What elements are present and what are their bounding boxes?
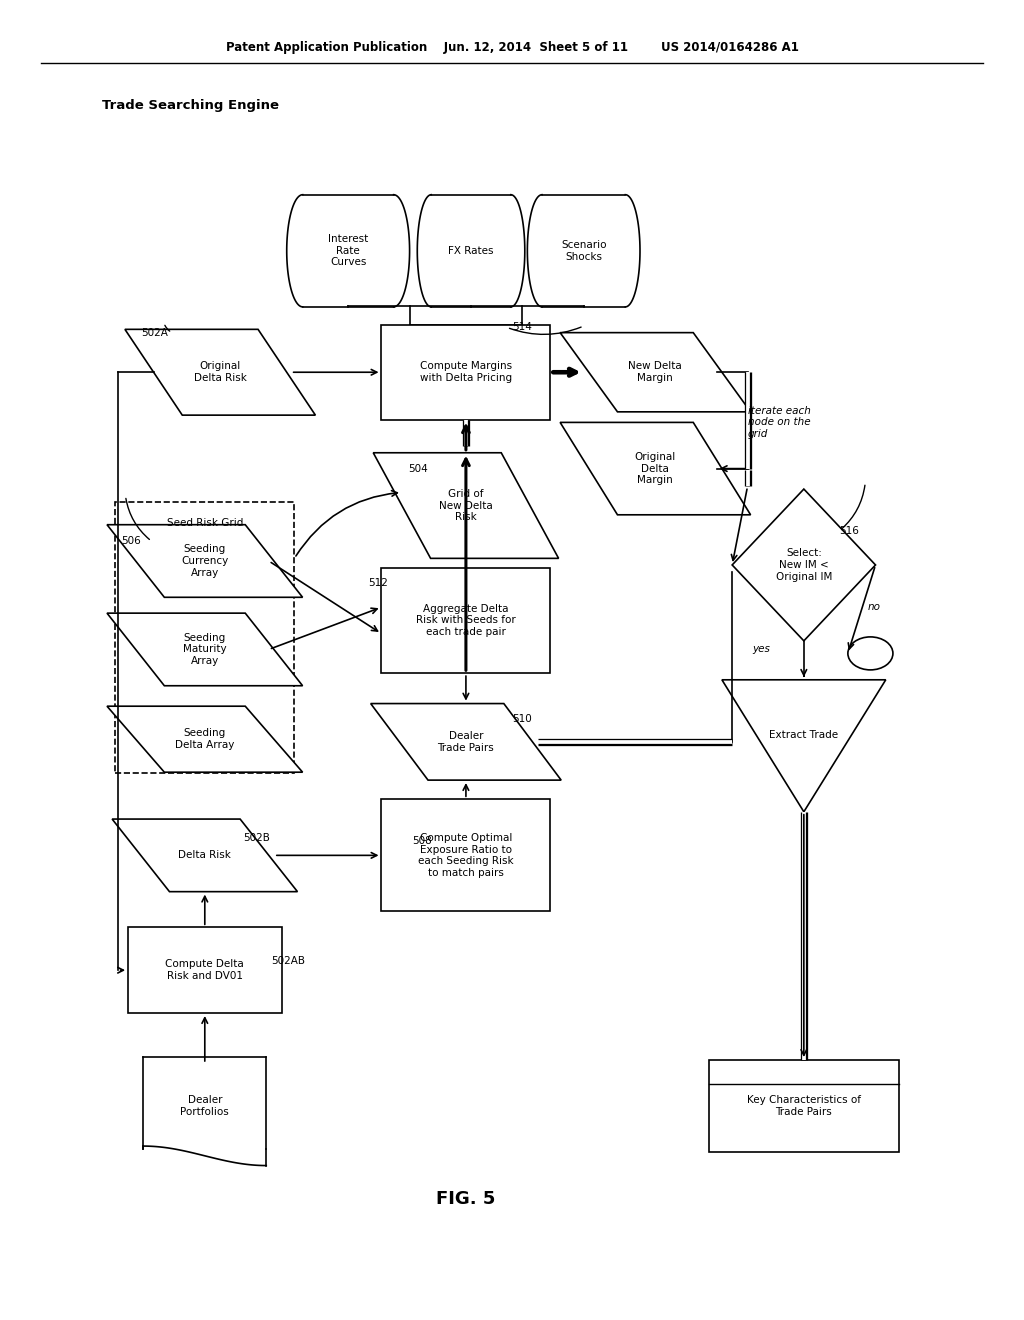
Text: Key Characteristics of
Trade Pairs: Key Characteristics of Trade Pairs xyxy=(746,1096,861,1117)
Text: Seed Risk Grid: Seed Risk Grid xyxy=(167,517,243,528)
Text: Original
Delta Risk: Original Delta Risk xyxy=(194,362,247,383)
Polygon shape xyxy=(527,195,640,306)
Text: Compute Margins
with Delta Pricing: Compute Margins with Delta Pricing xyxy=(420,362,512,383)
Bar xyxy=(709,1060,899,1152)
Text: 502B: 502B xyxy=(243,833,269,843)
Text: Aggregate Delta
Risk with Seeds for
each trade pair: Aggregate Delta Risk with Seeds for each… xyxy=(416,603,516,638)
Text: FIG. 5: FIG. 5 xyxy=(436,1189,496,1208)
Text: Original
Delta
Margin: Original Delta Margin xyxy=(635,451,676,486)
Text: Trade Searching Engine: Trade Searching Engine xyxy=(102,99,280,112)
Text: no: no xyxy=(867,602,881,612)
Text: Scenario
Shocks: Scenario Shocks xyxy=(561,240,606,261)
Text: Dealer
Trade Pairs: Dealer Trade Pairs xyxy=(437,731,495,752)
Text: 516: 516 xyxy=(840,525,859,536)
Text: Dealer
Portfolios: Dealer Portfolios xyxy=(180,1096,229,1117)
Text: Seeding
Delta Array: Seeding Delta Array xyxy=(175,729,234,750)
Text: 508: 508 xyxy=(413,836,432,846)
Bar xyxy=(381,568,551,673)
Polygon shape xyxy=(108,612,303,686)
Text: 514: 514 xyxy=(512,322,531,333)
Text: Patent Application Publication    Jun. 12, 2014  Sheet 5 of 11        US 2014/01: Patent Application Publication Jun. 12, … xyxy=(225,41,799,54)
Text: FX Rates: FX Rates xyxy=(449,246,494,256)
Text: New Delta
Margin: New Delta Margin xyxy=(629,362,682,383)
Bar xyxy=(128,927,282,1014)
Polygon shape xyxy=(113,818,298,892)
Polygon shape xyxy=(560,422,751,515)
Text: 506: 506 xyxy=(121,536,140,546)
Polygon shape xyxy=(108,706,303,772)
Text: Extract Trade: Extract Trade xyxy=(769,730,839,741)
Text: Compute Optimal
Exposure Ratio to
each Seeding Risk
to match pairs: Compute Optimal Exposure Ratio to each S… xyxy=(418,833,514,878)
Bar xyxy=(381,799,551,911)
Polygon shape xyxy=(143,1057,266,1166)
Text: Delta Risk: Delta Risk xyxy=(178,850,231,861)
Polygon shape xyxy=(371,704,561,780)
Text: yes: yes xyxy=(753,644,770,655)
Text: Seeding
Currency
Array: Seeding Currency Array xyxy=(181,544,228,578)
Text: 510: 510 xyxy=(512,714,531,725)
Polygon shape xyxy=(125,330,315,414)
Polygon shape xyxy=(560,333,751,412)
Polygon shape xyxy=(373,453,559,558)
Text: iterate each
node on the
grid: iterate each node on the grid xyxy=(748,405,810,440)
Polygon shape xyxy=(108,525,303,597)
Polygon shape xyxy=(732,490,876,642)
Text: Interest
Rate
Curves: Interest Rate Curves xyxy=(328,234,369,268)
Text: 502A: 502A xyxy=(141,327,168,338)
Bar xyxy=(116,502,295,772)
Text: 502AB: 502AB xyxy=(271,956,305,966)
Polygon shape xyxy=(722,680,886,812)
Polygon shape xyxy=(287,195,410,306)
Text: Compute Delta
Risk and DV01: Compute Delta Risk and DV01 xyxy=(166,960,244,981)
Ellipse shape xyxy=(848,636,893,671)
Text: Seeding
Maturity
Array: Seeding Maturity Array xyxy=(183,632,226,667)
Text: 512: 512 xyxy=(369,578,388,589)
Bar xyxy=(381,325,551,420)
Polygon shape xyxy=(418,195,524,306)
Text: Select:
New IM <
Original IM: Select: New IM < Original IM xyxy=(775,548,833,582)
Text: Grid of
New Delta
Risk: Grid of New Delta Risk xyxy=(439,488,493,523)
Text: 504: 504 xyxy=(409,463,428,474)
